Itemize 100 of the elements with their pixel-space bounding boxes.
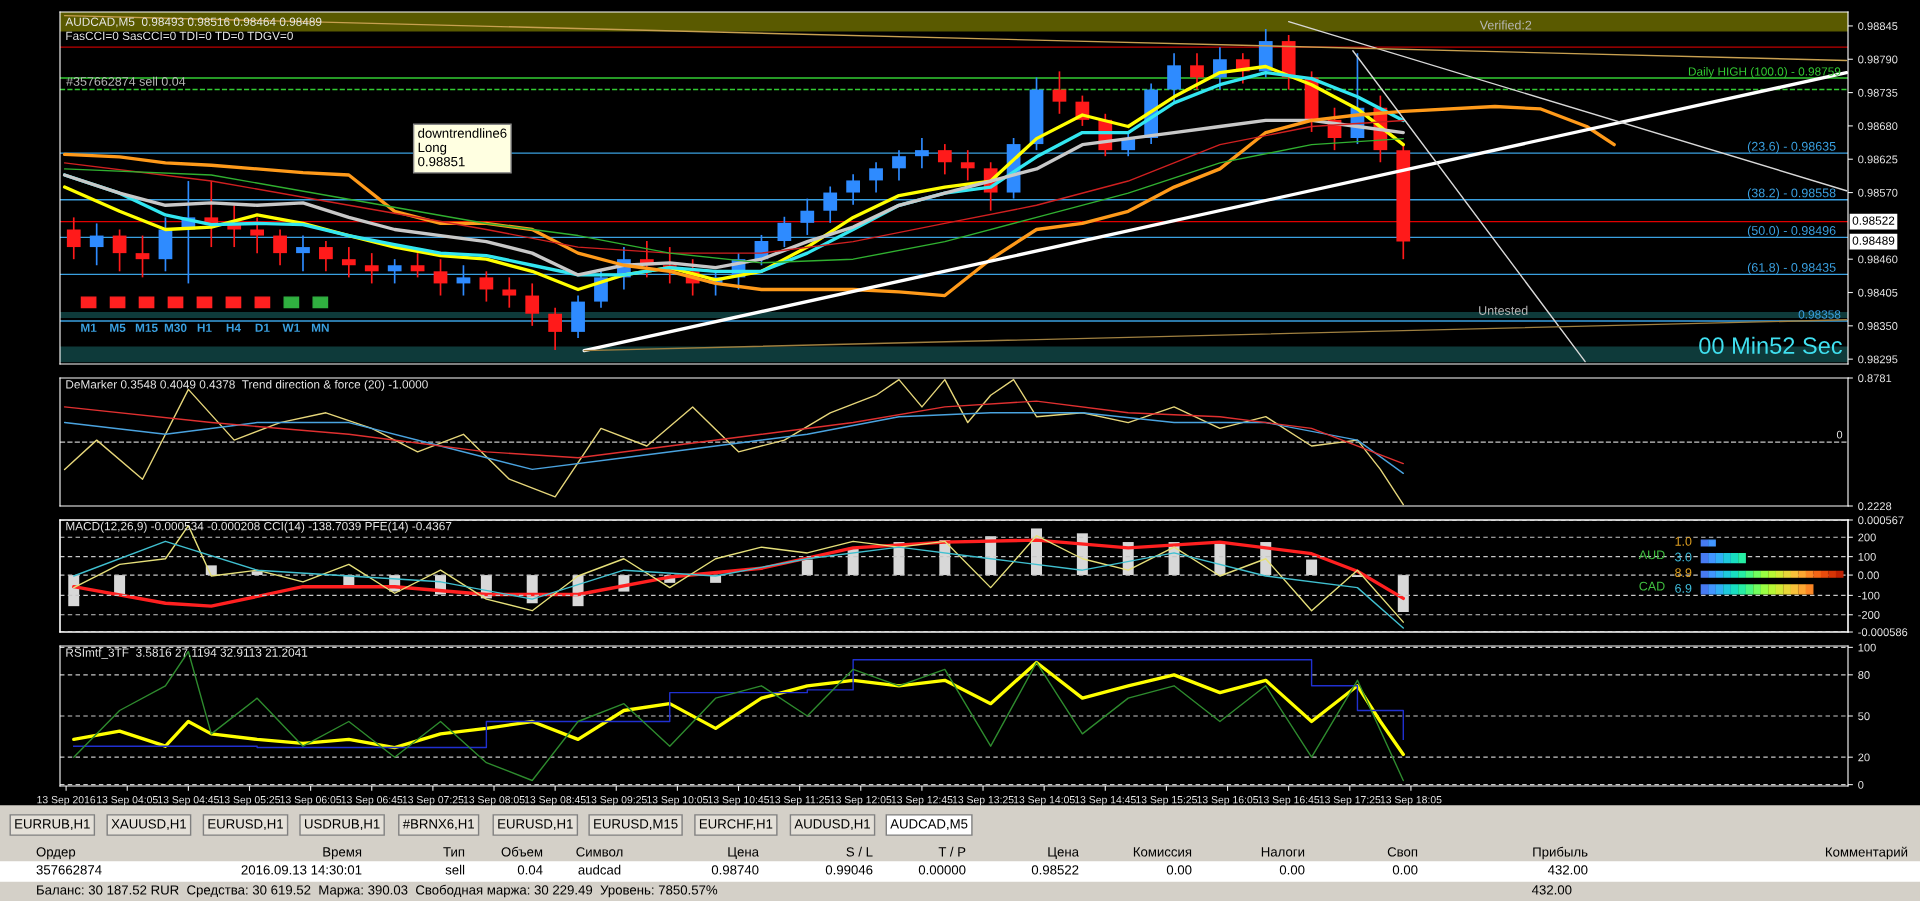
y2-tick-label: 0.00 <box>1858 571 1879 580</box>
line-series <box>62 104 1616 298</box>
y-tick-label: -100 <box>1858 591 1880 600</box>
text: Своп <box>1387 847 1418 857</box>
x-tick-label: 13 Sep 14:05 <box>1013 796 1075 806</box>
text: Тип <box>443 847 465 857</box>
y-tick-label: 100 <box>1858 643 1876 652</box>
candlestick <box>548 306 563 351</box>
text: 0.00 <box>1279 865 1305 875</box>
x-tick-label: 13 Sep 08:45 <box>524 796 586 806</box>
y-tick-label: -200 <box>1858 611 1880 619</box>
bar <box>1306 559 1318 576</box>
candlestick <box>204 180 219 248</box>
text: T / P <box>938 846 966 857</box>
candlestick <box>296 234 310 273</box>
candlestick <box>937 143 952 176</box>
text: 432.00 <box>1531 885 1572 895</box>
text: #BRNX6,H1 <box>402 819 474 831</box>
text: audcad <box>578 864 621 875</box>
text: 0.98740 <box>711 865 759 875</box>
annotation: 3.0 <box>1675 552 1692 562</box>
x-tick-label: 13 Sep 06:45 <box>341 796 403 806</box>
y-tick-label: 0.98460 <box>1858 255 1898 264</box>
annotation: 6.9 <box>1675 583 1692 593</box>
annotation: CAD <box>1639 581 1665 591</box>
candlestick <box>915 137 929 170</box>
annotation: M30 <box>164 323 187 332</box>
y-tick-label: 0.2228 <box>1858 502 1892 511</box>
text: FasCCI=0 SasCCI=0 TDI=0 TD=0 TDGV=0 <box>66 31 293 41</box>
text: sell <box>445 864 465 875</box>
text: Комиссия <box>1133 847 1192 857</box>
candlestick <box>456 264 471 297</box>
candlestick <box>479 270 494 303</box>
text: 0.98522 <box>1031 865 1079 875</box>
text: 0.00 <box>1166 865 1192 875</box>
x-tick-label: 13 Sep 16:05 <box>1197 796 1259 806</box>
annotation: downtrendline6 Long 0.98851 <box>418 128 507 167</box>
text: Комментарий <box>1825 846 1908 860</box>
annotation: (50.0) - 0.98496 <box>1747 225 1836 238</box>
candlestick <box>777 215 792 248</box>
annotation: #357662874 sell 0.04 <box>66 76 186 86</box>
text: Баланс: 30 187.52 RUR Средства: 30 619.52 Маржа: 390.03 Свободная маржа: 30 229.49 Уровень: 7850.57% <box>37 884 718 898</box>
candlestick <box>319 240 333 273</box>
text: Цена <box>1048 847 1079 860</box>
y-tick-label: 0.98680 <box>1858 122 1898 131</box>
line-series <box>63 378 1404 506</box>
text: Ордер <box>36 847 76 860</box>
text: Символ <box>576 847 623 857</box>
chart-title: AUDCAD,M5 0.98493 0.98516 0.98464 0.98489 <box>65 17 322 28</box>
x-tick-label: 13 Sep 04:45 <box>158 796 219 806</box>
annotation: (61.8) - 0.98435 <box>1747 262 1836 275</box>
text: EURUSD,H1 <box>208 819 283 831</box>
text: AUDCAD,M5 <box>890 819 968 831</box>
y-tick-label: 0 <box>1858 780 1864 789</box>
annotation: (23.6) - 0.98635 <box>1747 141 1836 154</box>
y-tick-label: 0.98735 <box>1858 88 1898 97</box>
ref-line-label: Daily HIGH (100.0) - 0.98759 <box>1688 67 1841 79</box>
text: Прибыль <box>1533 846 1588 860</box>
x-tick-label: 13 Sep 07:25 <box>402 796 464 806</box>
annotation: H4 <box>226 323 241 332</box>
y2-tick-label: 0.000567 <box>1858 516 1904 525</box>
candlestick <box>525 282 540 327</box>
text: 0.99046 <box>825 865 873 875</box>
candlestick <box>341 246 356 279</box>
candlestick <box>1190 52 1204 91</box>
candlestick <box>250 216 265 254</box>
y-tick-label: 0.98845 <box>1858 22 1898 31</box>
annotation: 0.98522 <box>1852 216 1895 225</box>
bar <box>1397 575 1409 612</box>
annotation: M1 <box>81 323 97 332</box>
text: EURUSD,H1 <box>498 819 573 831</box>
x-tick-label: 13 Sep 11:25 <box>769 796 830 806</box>
y-tick-label: 0.98295 <box>1858 355 1898 364</box>
text: Время <box>323 847 362 860</box>
text: 357662874 <box>36 865 102 875</box>
annotation: M15 <box>135 323 158 332</box>
y-tick-label: 0.98405 <box>1858 288 1898 297</box>
annotation: 8.9 <box>1675 568 1692 578</box>
candlestick <box>273 228 287 267</box>
text: EURRUB,H1 <box>15 819 90 831</box>
candlestick <box>502 276 517 309</box>
text: USDRUB,H1 <box>304 819 380 831</box>
text: Цена <box>728 847 759 860</box>
annotation: D1 <box>255 323 270 332</box>
annotation: 1.0 <box>1675 536 1692 546</box>
annotation: W1 <box>282 323 300 332</box>
chart-title: MACD(12,26,9) -0.000534 -0.000208 CCI(14) -138.7039 PFE(14) -0.4367 <box>66 521 452 533</box>
bar <box>801 559 813 576</box>
annotation: H1 <box>197 323 212 332</box>
candlestick <box>869 161 883 194</box>
x-tick-label: 13 Sep 04:05 <box>97 796 158 806</box>
annotation: M5 <box>110 323 126 332</box>
text: 432.00 <box>1547 865 1588 875</box>
candlestick <box>135 234 150 279</box>
y-tick-label: 0.98350 <box>1858 322 1898 330</box>
y-tick-label: 100 <box>1858 552 1876 561</box>
y-tick-label: 0.8781 <box>1858 374 1892 383</box>
annotation: 00 Min52 Sec <box>1699 336 1843 355</box>
text: Объем <box>501 846 543 857</box>
y-tick-label: 200 <box>1858 533 1876 542</box>
